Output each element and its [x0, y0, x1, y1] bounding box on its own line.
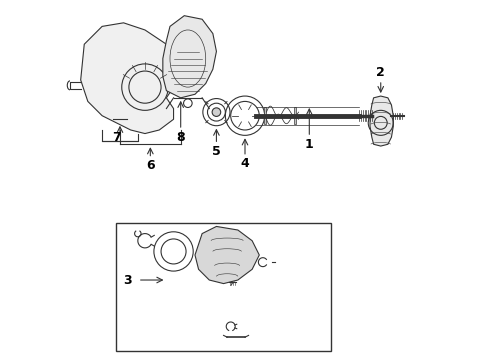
Text: 7: 7: [112, 131, 121, 144]
Text: 2: 2: [376, 66, 385, 79]
Text: 1: 1: [305, 138, 314, 151]
Circle shape: [212, 108, 220, 116]
PathPatch shape: [163, 16, 217, 98]
Bar: [264, 108, 266, 124]
PathPatch shape: [370, 96, 393, 146]
Text: 4: 4: [241, 157, 249, 170]
Text: 3: 3: [123, 274, 131, 287]
PathPatch shape: [195, 226, 259, 284]
PathPatch shape: [81, 23, 181, 134]
Text: 8: 8: [176, 131, 185, 144]
Bar: [294, 108, 296, 124]
Text: 5: 5: [212, 145, 221, 158]
Bar: [117, 223, 331, 351]
Text: 6: 6: [146, 159, 155, 172]
